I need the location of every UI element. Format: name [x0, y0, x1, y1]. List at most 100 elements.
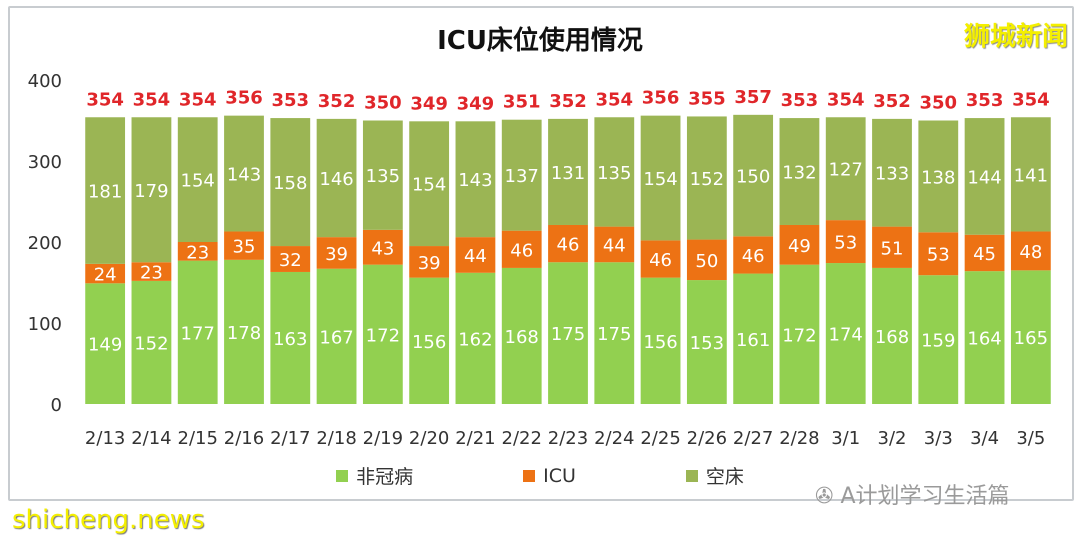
total-label: 352: [318, 91, 356, 112]
legend-label: 空床: [705, 466, 744, 488]
data-label: 44: [603, 235, 626, 256]
bar-segment: [825, 117, 866, 221]
bar-segment: [85, 283, 126, 404]
total-label: 356: [225, 88, 263, 109]
bar-segment: [316, 237, 357, 269]
bar-segment: [270, 271, 311, 404]
bar-segment: [224, 115, 264, 232]
data-label: 156: [643, 332, 677, 353]
bar-segment: [640, 115, 681, 241]
x-tick-label: 2/23: [548, 428, 588, 449]
x-tick-label: 2/15: [178, 428, 218, 449]
data-label: 46: [510, 240, 533, 261]
total-label: 350: [919, 93, 957, 114]
bar-segment: [825, 220, 866, 264]
x-tick-label: 2/16: [224, 428, 264, 449]
bar-segment: [964, 234, 1005, 272]
data-label: 143: [458, 170, 492, 191]
x-tick-label: 3/5: [1016, 428, 1045, 449]
data-label: 53: [834, 233, 857, 254]
bar-segment: [501, 230, 542, 268]
data-label: 138: [921, 167, 955, 188]
total-label: 353: [781, 90, 819, 111]
data-label: 168: [505, 327, 539, 348]
x-tick-label: 2/27: [733, 428, 773, 449]
data-label: 127: [829, 160, 863, 181]
total-label: 354: [133, 89, 171, 110]
data-label: 168: [875, 327, 909, 348]
bar-segment: [779, 224, 820, 265]
watermark: shicheng.news: [12, 505, 205, 535]
bar-segment: [455, 121, 496, 238]
total-label: 357: [734, 87, 772, 108]
bar-segment: [825, 263, 866, 404]
bar-segment: [409, 246, 450, 278]
data-label: 24: [94, 265, 117, 286]
data-label: 149: [88, 335, 122, 356]
total-label: 352: [549, 91, 587, 112]
data-label: 174: [829, 325, 863, 346]
total-label: 354: [595, 89, 633, 110]
legend-label: 非冠病: [356, 466, 414, 488]
bar-segment: [1010, 117, 1051, 232]
data-label: 35: [233, 237, 256, 258]
bar-segment: [501, 267, 542, 404]
wechat-source: ✇ A计划学习生活篇: [815, 478, 1010, 510]
data-label: 144: [967, 167, 1001, 188]
data-label: 44: [464, 246, 487, 267]
y-tick-label: 400: [28, 71, 62, 92]
bar-segment: [316, 118, 357, 238]
bar-segment: [918, 120, 959, 233]
x-tick-label: 2/22: [502, 428, 542, 449]
bar-segment: [409, 121, 450, 247]
bar-segment: [501, 119, 542, 231]
bar-segment: [640, 240, 681, 278]
total-label: 356: [642, 88, 680, 109]
data-label: 164: [967, 329, 1001, 350]
x-tick-label: 2/13: [85, 428, 125, 449]
bar-segment: [594, 226, 635, 263]
bar-segment: [594, 117, 635, 227]
data-label: 163: [273, 329, 307, 350]
data-label: 162: [458, 329, 492, 350]
data-label: 51: [881, 238, 904, 259]
data-label: 175: [551, 324, 585, 345]
x-tick-label: 3/2: [878, 428, 907, 449]
x-tick-label: 2/25: [640, 428, 680, 449]
data-label: 133: [875, 164, 909, 185]
bar-segment: [964, 118, 1005, 235]
bar-segment: [779, 118, 820, 225]
data-label: 32: [279, 250, 302, 271]
data-label: 175: [597, 324, 631, 345]
bar-segment: [1010, 270, 1051, 404]
data-label: 178: [227, 323, 261, 344]
legend-swatch: [523, 469, 536, 482]
data-label: 154: [181, 171, 215, 192]
data-label: 46: [557, 235, 580, 256]
legend-item-icu: ICU: [523, 462, 576, 489]
bar-segment: [224, 259, 264, 404]
data-label: 50: [695, 251, 718, 272]
data-label: 154: [412, 175, 446, 196]
data-label: 132: [782, 163, 816, 184]
x-tick-label: 2/19: [363, 428, 403, 449]
bar-segment: [548, 118, 588, 225]
bar-segment: [131, 280, 172, 404]
legend: 非冠病 ICU 空床: [0, 462, 1080, 489]
data-label: 137: [505, 166, 539, 187]
data-label: 177: [181, 323, 215, 344]
bar-segment: [733, 236, 774, 274]
data-label: 154: [643, 169, 677, 190]
bar-segment: [177, 242, 218, 261]
total-label: 353: [271, 90, 309, 111]
data-label: 153: [690, 333, 724, 354]
logo: 狮城新闻: [963, 22, 1068, 52]
data-label: 135: [597, 163, 631, 184]
bar-segment: [872, 118, 912, 227]
data-label: 165: [1014, 328, 1048, 349]
data-label: 23: [140, 263, 163, 284]
bar-segment: [455, 272, 496, 404]
wechat-source-label: A计划学习生活篇: [840, 484, 1010, 509]
bar-segment: [733, 114, 774, 237]
x-tick-label: 2/26: [687, 428, 727, 449]
